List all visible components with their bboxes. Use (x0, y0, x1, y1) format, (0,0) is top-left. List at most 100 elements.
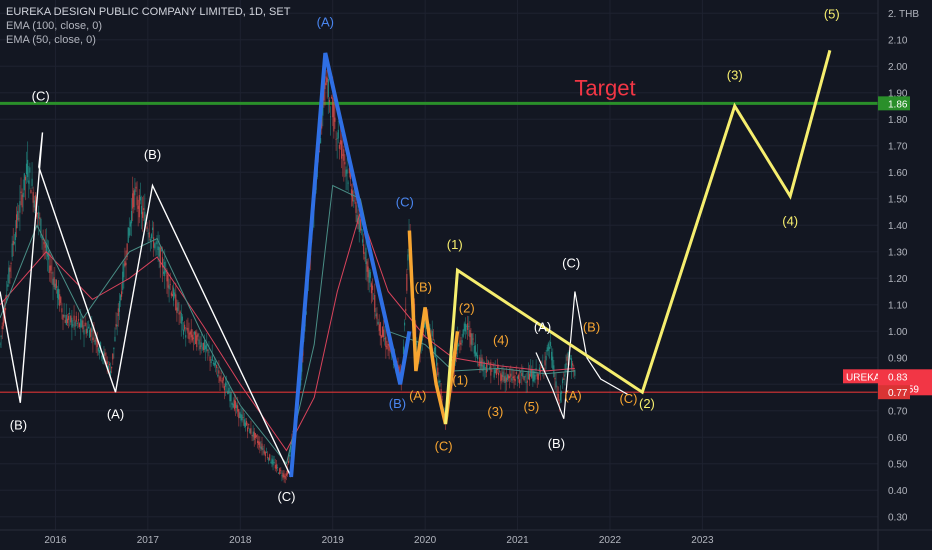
candle-body (245, 420, 248, 426)
candle-body (337, 129, 339, 139)
candle-body (180, 312, 182, 324)
candle-body (469, 330, 471, 338)
candle-body (39, 217, 41, 220)
candle-body (91, 328, 93, 333)
candle-body (41, 236, 43, 240)
candle-body (48, 250, 50, 260)
candle-body (133, 190, 135, 208)
candle-body (480, 360, 482, 370)
candle-body (560, 391, 563, 394)
target-price-tag (878, 96, 910, 111)
candle-body (108, 364, 111, 366)
candle-body (485, 364, 488, 373)
candle-body (434, 346, 437, 357)
support-price-label: 0.77 (888, 388, 908, 399)
candle-body (17, 211, 19, 221)
ticker-label: UREKA (846, 372, 881, 383)
candle-body (237, 405, 239, 412)
candle-body (492, 365, 494, 367)
candle-body (563, 378, 565, 380)
candle-body (516, 376, 518, 379)
candle-body (268, 458, 270, 461)
wave-label: (B) (548, 436, 565, 451)
candle-body (365, 247, 367, 264)
candle-body (503, 376, 505, 382)
candle-body (468, 326, 470, 327)
candle-body (458, 344, 460, 346)
candle-body (538, 367, 541, 372)
candle-body (111, 366, 113, 369)
candle-body (149, 239, 151, 242)
candle-body (493, 369, 495, 378)
candle-body (190, 329, 192, 338)
candle-body (33, 200, 35, 208)
candle-body (115, 324, 117, 327)
candle-body (90, 328, 92, 337)
candle-body (358, 215, 360, 232)
candle-body (378, 324, 380, 331)
candle-body (143, 208, 145, 211)
candle-body (272, 459, 274, 466)
candle-body (57, 288, 60, 300)
candle-body (545, 355, 547, 361)
candle-body (208, 351, 210, 353)
candle-body (203, 339, 206, 351)
candle-body (423, 322, 426, 328)
candle-body (97, 347, 99, 352)
candle-body (220, 372, 222, 374)
candle-body (244, 422, 247, 428)
candle-body (137, 205, 139, 209)
wave-label: (A) (564, 388, 581, 403)
candle-body (71, 317, 73, 328)
candle-body (117, 308, 119, 316)
candle-body (489, 366, 491, 370)
candle-body (324, 83, 326, 90)
candle-body (142, 211, 144, 218)
candle-body (370, 283, 373, 294)
candle-body (332, 98, 334, 118)
candle-body (82, 320, 84, 330)
candle-body (343, 149, 345, 161)
candle-body (19, 201, 21, 213)
candle-body (564, 374, 566, 377)
candle-body (227, 390, 229, 395)
candle-body (346, 169, 348, 174)
candle-body (467, 323, 469, 330)
candle-body (169, 284, 171, 286)
wave-label: (C) (619, 391, 637, 406)
price-tick-label: 2.10 (888, 35, 908, 46)
candle-body (392, 363, 395, 365)
candle-body (151, 227, 154, 231)
candle-body (202, 342, 205, 351)
candle-body (266, 457, 269, 458)
candle-body (565, 363, 567, 372)
candle-body (166, 270, 168, 282)
candle-body (483, 362, 485, 370)
price-tick-label: 1.00 (888, 327, 908, 338)
candle-body (387, 343, 389, 346)
candle-body (279, 468, 281, 474)
ema50-line (0, 184, 575, 465)
candle-body (287, 461, 290, 464)
candle-body (27, 159, 29, 178)
candle-body (95, 337, 97, 342)
candle-body (276, 467, 279, 469)
support-price-tag (878, 385, 910, 400)
candle-body (461, 340, 463, 343)
candle-body (349, 170, 352, 180)
candle-body (15, 214, 18, 229)
time-axis[interactable]: 2016 2017 2018 2019 2020 2021 2022 2023 (0, 529, 932, 546)
ticker-tag (843, 369, 878, 384)
candle-body (548, 346, 551, 350)
candle-body (342, 154, 344, 156)
price-axis[interactable]: 0.300.400.500.600.700.800.901.001.101.20… (843, 0, 932, 550)
candle-body (217, 374, 219, 377)
candle-body (160, 250, 163, 252)
candle-body (38, 211, 40, 219)
candle-body (507, 375, 510, 379)
price-tick-label: 1.30 (888, 247, 908, 258)
wave-label: (3) (727, 68, 743, 83)
candle-body (290, 445, 292, 453)
wave-label: (B) (389, 396, 406, 411)
